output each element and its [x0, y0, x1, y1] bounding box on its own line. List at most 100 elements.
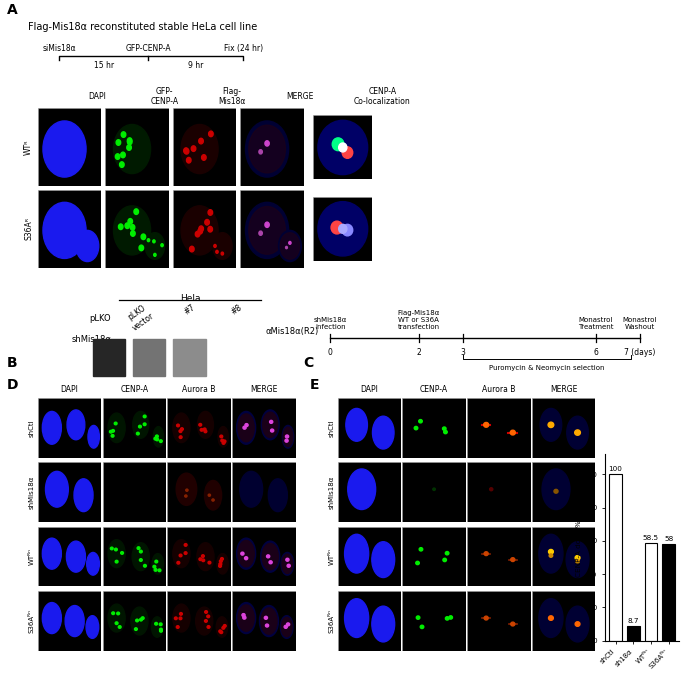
Circle shape — [490, 487, 493, 491]
Ellipse shape — [108, 413, 125, 443]
Ellipse shape — [238, 540, 254, 567]
Circle shape — [139, 551, 142, 553]
Text: #7: #7 — [183, 302, 197, 317]
Ellipse shape — [280, 616, 293, 639]
Circle shape — [207, 615, 209, 618]
Ellipse shape — [344, 599, 369, 637]
Ellipse shape — [43, 121, 86, 177]
Circle shape — [153, 565, 156, 568]
Text: DAPI: DAPI — [360, 385, 378, 395]
Circle shape — [127, 138, 132, 143]
Ellipse shape — [262, 544, 278, 570]
Circle shape — [154, 254, 156, 256]
Text: WTᴿⁿ: WTᴿⁿ — [329, 549, 335, 565]
Circle shape — [116, 140, 121, 145]
Bar — [627, 626, 639, 641]
Text: 15 hr: 15 hr — [94, 61, 114, 70]
Circle shape — [184, 544, 187, 546]
Ellipse shape — [540, 408, 562, 441]
Text: B: B — [7, 356, 17, 370]
Ellipse shape — [238, 414, 254, 442]
Text: S36Aᴿⁿ: S36Aᴿⁿ — [329, 609, 335, 633]
Ellipse shape — [372, 606, 395, 642]
Circle shape — [245, 424, 248, 426]
Ellipse shape — [173, 604, 190, 632]
Circle shape — [121, 152, 125, 158]
Circle shape — [112, 612, 114, 614]
Circle shape — [511, 622, 515, 626]
Ellipse shape — [152, 617, 163, 637]
Text: shMis18α: shMis18α — [329, 475, 335, 509]
Circle shape — [184, 148, 188, 153]
Ellipse shape — [344, 534, 369, 573]
Ellipse shape — [213, 233, 232, 259]
Ellipse shape — [86, 616, 99, 639]
Circle shape — [511, 431, 515, 435]
Circle shape — [207, 626, 210, 629]
Circle shape — [138, 425, 141, 428]
Circle shape — [119, 626, 121, 629]
Circle shape — [548, 549, 553, 554]
Text: Flag-Mis18α reconstituted stable HeLa cell line: Flag-Mis18α reconstituted stable HeLa ce… — [28, 22, 257, 32]
Circle shape — [139, 559, 142, 561]
Circle shape — [208, 494, 210, 496]
Circle shape — [111, 435, 114, 437]
Ellipse shape — [198, 412, 214, 438]
Circle shape — [143, 565, 146, 567]
Circle shape — [548, 616, 553, 620]
Circle shape — [221, 252, 223, 255]
Text: shCtl: shCtl — [29, 419, 35, 437]
Text: CENP-A: CENP-A — [420, 385, 448, 395]
Circle shape — [286, 558, 289, 561]
Circle shape — [243, 616, 246, 619]
Circle shape — [174, 617, 177, 620]
Circle shape — [221, 439, 224, 442]
Bar — [662, 544, 675, 641]
Circle shape — [198, 228, 203, 234]
Circle shape — [287, 564, 290, 567]
Circle shape — [219, 563, 222, 565]
Text: 58: 58 — [664, 536, 673, 542]
Circle shape — [199, 558, 202, 561]
Text: pLKO: pLKO — [90, 315, 112, 323]
Ellipse shape — [133, 412, 149, 438]
Text: Puromycin & Neomycin selection: Puromycin & Neomycin selection — [489, 365, 605, 371]
Text: #8: #8 — [230, 302, 244, 316]
Circle shape — [259, 150, 263, 154]
Circle shape — [415, 561, 420, 565]
Ellipse shape — [348, 469, 376, 510]
Circle shape — [205, 611, 207, 614]
Text: MERGE: MERGE — [286, 92, 313, 101]
Bar — [174, 339, 206, 376]
Text: Flag-Mis18α
WT or S36A
transfection: Flag-Mis18α WT or S36A transfection — [398, 311, 440, 330]
Ellipse shape — [197, 542, 214, 571]
Text: shCtl: shCtl — [329, 419, 335, 437]
Ellipse shape — [42, 603, 61, 633]
Circle shape — [287, 623, 289, 626]
Circle shape — [155, 622, 158, 625]
Text: D: D — [7, 378, 19, 392]
Ellipse shape — [245, 121, 289, 177]
Circle shape — [110, 431, 112, 433]
Circle shape — [204, 430, 207, 433]
Circle shape — [511, 558, 515, 561]
Text: 3: 3 — [460, 348, 465, 357]
Circle shape — [110, 547, 113, 550]
Ellipse shape — [280, 233, 300, 259]
Text: CENP-A
Co-localization: CENP-A Co-localization — [354, 87, 411, 106]
Text: GFP-CENP-A: GFP-CENP-A — [125, 44, 171, 53]
Circle shape — [443, 558, 446, 561]
Circle shape — [202, 155, 206, 160]
Circle shape — [120, 162, 124, 167]
Circle shape — [141, 617, 144, 620]
Circle shape — [420, 625, 424, 629]
Circle shape — [143, 423, 146, 426]
Circle shape — [242, 614, 245, 616]
Circle shape — [265, 624, 269, 627]
Text: DAPI: DAPI — [61, 385, 79, 395]
Circle shape — [176, 626, 179, 629]
Circle shape — [200, 428, 203, 431]
Ellipse shape — [43, 202, 86, 258]
Text: pLKO
vector: pLKO vector — [125, 302, 156, 332]
Circle shape — [331, 221, 342, 234]
